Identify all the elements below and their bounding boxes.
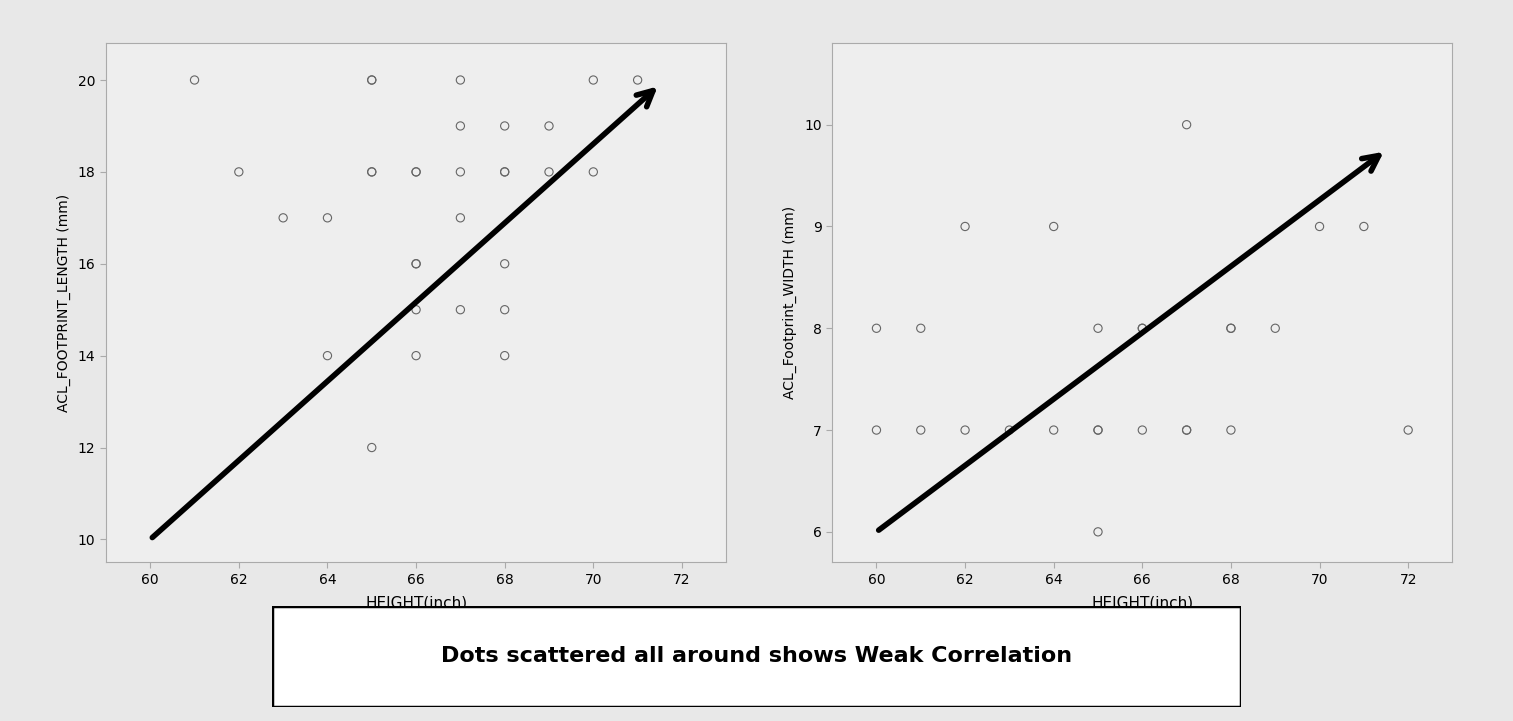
Y-axis label: ACL_FOOTPRINT_LENGTH (mm): ACL_FOOTPRINT_LENGTH (mm) xyxy=(56,194,71,412)
Point xyxy=(315,212,339,224)
Point xyxy=(448,166,472,177)
Point xyxy=(1219,322,1244,334)
Point xyxy=(404,350,428,361)
Point xyxy=(953,424,977,435)
Point xyxy=(1041,221,1065,232)
Point xyxy=(493,166,517,177)
Point xyxy=(1174,119,1198,131)
Point xyxy=(360,442,384,454)
Point xyxy=(1130,322,1154,334)
Point xyxy=(1086,424,1111,435)
Point xyxy=(448,212,472,224)
Point xyxy=(953,221,977,232)
Point xyxy=(404,166,428,177)
Point xyxy=(1219,424,1244,435)
Point xyxy=(537,120,561,132)
Point xyxy=(315,350,339,361)
Point xyxy=(997,424,1021,435)
X-axis label: HEIGHT(inch): HEIGHT(inch) xyxy=(365,595,468,610)
Point xyxy=(1130,424,1154,435)
Y-axis label: ACL_Footprint_WIDTH (mm): ACL_Footprint_WIDTH (mm) xyxy=(784,206,797,399)
Point xyxy=(864,424,888,435)
Point xyxy=(404,166,428,177)
Point xyxy=(404,258,428,270)
Point xyxy=(493,258,517,270)
Point xyxy=(1174,424,1198,435)
Point xyxy=(493,120,517,132)
Point xyxy=(1086,322,1111,334)
Point xyxy=(493,166,517,177)
Point xyxy=(1041,424,1065,435)
Point xyxy=(909,424,934,435)
X-axis label: HEIGHT(inch): HEIGHT(inch) xyxy=(1091,595,1194,610)
Text: Dots scattered all around shows Weak Correlation: Dots scattered all around shows Weak Cor… xyxy=(440,646,1073,666)
Point xyxy=(493,304,517,316)
Point xyxy=(404,304,428,316)
Point xyxy=(360,166,384,177)
Point xyxy=(1396,424,1421,435)
Point xyxy=(1086,526,1111,538)
Point xyxy=(1263,322,1288,334)
Point xyxy=(864,322,888,334)
Point xyxy=(1351,221,1375,232)
Point xyxy=(581,166,605,177)
Point xyxy=(360,74,384,86)
Point xyxy=(1086,424,1111,435)
Point xyxy=(1174,424,1198,435)
Point xyxy=(448,304,472,316)
Point xyxy=(1130,322,1154,334)
Point xyxy=(1307,221,1331,232)
Point xyxy=(448,120,472,132)
Point xyxy=(404,258,428,270)
Point xyxy=(1219,322,1244,334)
Point xyxy=(271,212,295,224)
Point xyxy=(360,166,384,177)
Point xyxy=(493,350,517,361)
Point xyxy=(909,322,934,334)
Point xyxy=(227,166,251,177)
Point xyxy=(625,74,649,86)
FancyBboxPatch shape xyxy=(272,606,1241,707)
Point xyxy=(537,166,561,177)
Point xyxy=(360,74,384,86)
Point xyxy=(448,74,472,86)
Point xyxy=(183,74,207,86)
Point xyxy=(581,74,605,86)
